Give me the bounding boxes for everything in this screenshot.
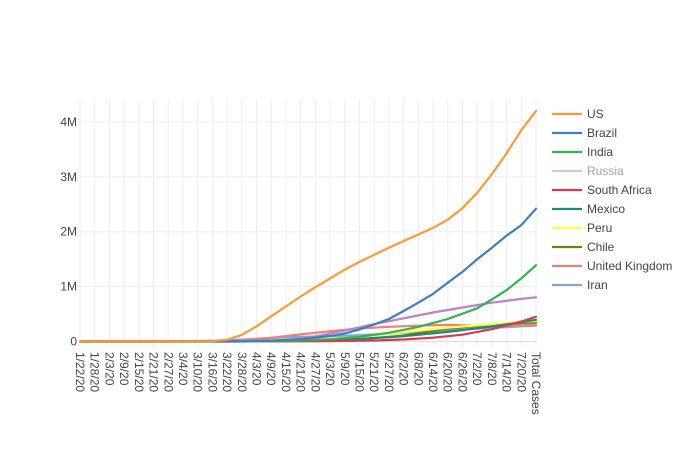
x-tick-label: 3/28/20 xyxy=(235,352,249,392)
x-tick-label: 3/16/20 xyxy=(205,352,219,392)
legend-item-india[interactable]: India xyxy=(552,145,613,159)
y-tick-labels: 0 1M 2M 3M 4M xyxy=(60,115,77,349)
x-tick-label: 4/9/20 xyxy=(264,352,278,386)
x-tick-label: 5/15/20 xyxy=(352,352,366,392)
x-tick-label: 2/27/20 xyxy=(161,352,175,392)
legend-label: Brazil xyxy=(587,126,617,140)
y-tick-label: 0 xyxy=(70,335,77,349)
legend-label: Mexico xyxy=(587,202,625,216)
x-tick-labels: 1/22/20 1/28/20 2/3/20 2/9/20 2/15/20 2/21/20… xyxy=(73,352,543,415)
x-tick-label: 6/14/20 xyxy=(426,352,440,392)
legend-label: Russia xyxy=(587,164,624,178)
x-tick-label: 7/2/20 xyxy=(470,352,484,386)
x-tick-label: 3/4/20 xyxy=(176,352,190,386)
x-tick-label: 4/27/20 xyxy=(308,352,322,392)
legend-label: United Kingdom xyxy=(587,259,672,273)
x-tick-label: 1/28/20 xyxy=(88,352,102,392)
legend-label: India xyxy=(587,145,613,159)
x-tick-label: 3/22/20 xyxy=(220,352,234,392)
x-tick-label: 5/21/20 xyxy=(367,352,381,392)
legend-label: Chile xyxy=(587,240,615,254)
x-tick-label: 7/8/20 xyxy=(485,352,499,386)
y-tick-label: 3M xyxy=(60,170,77,184)
x-tick-label: 4/3/20 xyxy=(250,352,264,386)
x-tick-label: 2/3/20 xyxy=(102,352,116,386)
x-tick-label: 6/26/20 xyxy=(455,352,469,392)
x-tick-label: 4/21/20 xyxy=(294,352,308,392)
legend-item-chile[interactable]: Chile xyxy=(552,240,615,254)
x-tick-label: 5/3/20 xyxy=(323,352,337,386)
y-tick-label: 1M xyxy=(60,280,77,294)
x-tick-label: 4/15/20 xyxy=(279,352,293,392)
legend-item-united-kingdom[interactable]: United Kingdom xyxy=(552,259,672,273)
x-tick-label: 2/21/20 xyxy=(147,352,161,392)
legend-item-mexico[interactable]: Mexico xyxy=(552,202,625,216)
legend-label: Peru xyxy=(587,221,612,235)
x-gridlines xyxy=(79,100,537,347)
x-tick-label: 1/22/20 xyxy=(73,352,87,392)
x-tick-label: 7/14/20 xyxy=(500,352,514,392)
x-tick-label: 6/2/20 xyxy=(397,352,411,386)
series-line-russia xyxy=(78,296,538,343)
x-tick-label: 2/9/20 xyxy=(117,352,131,386)
series-line-brazil xyxy=(78,207,538,343)
legend-item-iran[interactable]: Iran xyxy=(552,278,608,292)
y-tick-label: 2M xyxy=(60,225,77,239)
legend-label: South Africa xyxy=(587,183,652,197)
x-tick-label: 2/15/20 xyxy=(132,352,146,392)
x-tick-label: 3/10/20 xyxy=(191,352,205,392)
x-tick-label: Total Cases xyxy=(529,352,543,415)
legend-item-peru[interactable]: Peru xyxy=(552,221,612,235)
x-tick-label: 6/20/20 xyxy=(441,352,455,392)
legend-label: Iran xyxy=(587,278,608,292)
legend-item-south-africa[interactable]: South Africa xyxy=(552,183,652,197)
legend-item-us[interactable]: US xyxy=(552,107,604,121)
y-gridlines xyxy=(80,121,536,343)
x-tick-label: 7/20/20 xyxy=(514,352,528,392)
series-lines xyxy=(78,109,538,343)
legend-label: US xyxy=(587,107,604,121)
legend-item-brazil[interactable]: Brazil xyxy=(552,126,617,140)
x-tick-label: 5/27/20 xyxy=(382,352,396,392)
legend: US Brazil India Russia South Africa Mexico Per… xyxy=(552,107,672,292)
legend-item-russia[interactable]: Russia xyxy=(552,164,624,178)
y-tick-label: 4M xyxy=(60,115,77,129)
x-tick-label: 6/8/20 xyxy=(411,352,425,386)
series-line-us xyxy=(78,109,538,343)
x-tick-label: 5/9/20 xyxy=(338,352,352,386)
